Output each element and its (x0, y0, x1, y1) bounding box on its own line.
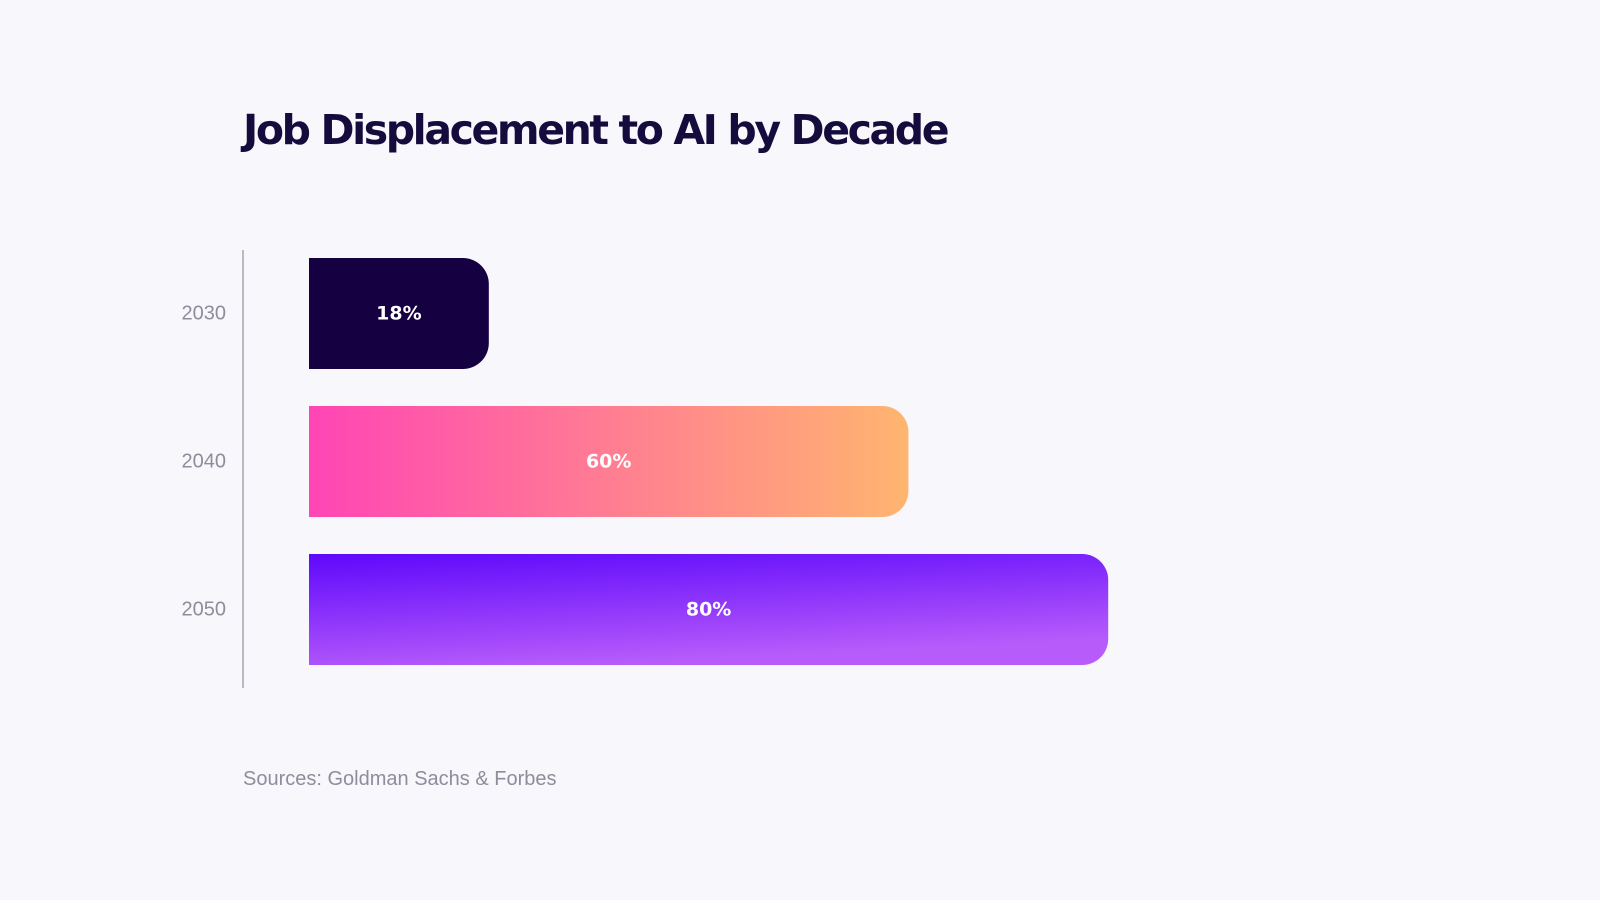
y-tick-label-2050: 2050 (182, 599, 227, 621)
bar-value-label-2040: 60% (586, 451, 631, 473)
bar-2050 (309, 554, 1109, 665)
bar-value-label-2050: 80% (686, 599, 731, 621)
bar-2030 (309, 258, 489, 369)
bar-value-label-2030: 18% (376, 303, 421, 325)
y-axis-line (242, 250, 244, 688)
chart-title: Job Displacement to AI by Decade (243, 106, 950, 154)
y-tick-label-2040: 2040 (182, 451, 227, 473)
source-note: Sources: Goldman Sachs & Forbes (243, 768, 557, 790)
bar-2040 (309, 406, 909, 517)
y-tick-label-2030: 2030 (182, 303, 227, 325)
